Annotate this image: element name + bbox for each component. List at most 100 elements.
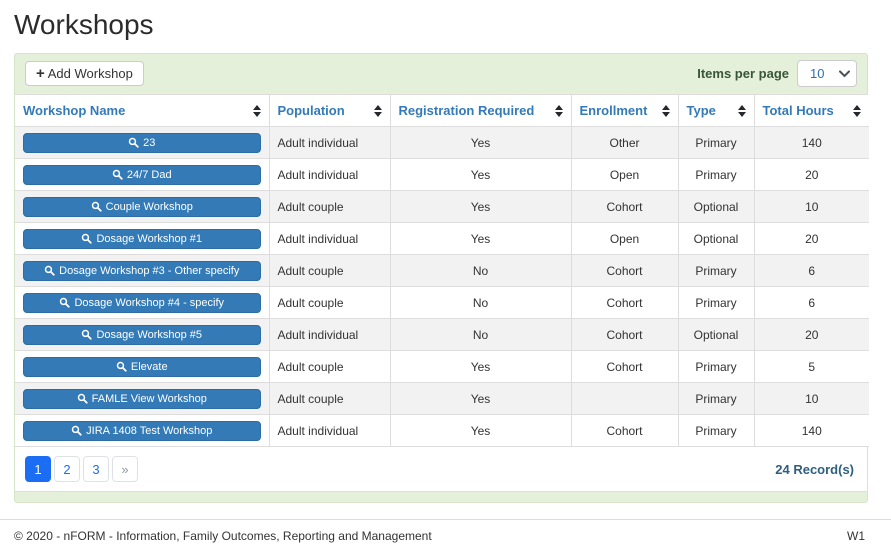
table-header-row: Workshop Name Population Registration Re…	[15, 94, 869, 128]
population-cell: Adult couple	[268, 350, 391, 384]
footer: © 2020 - nFORM - Information, Family Out…	[0, 520, 891, 543]
workshop-name-label: Dosage Workshop #3 - Other specify	[59, 264, 240, 277]
page-link-next[interactable]: »	[112, 456, 138, 483]
registration-required-cell: Yes	[389, 350, 572, 384]
magnifier-icon	[116, 362, 127, 372]
magnifier-icon	[44, 266, 55, 276]
workshop-detail-button[interactable]: FAMLE View Workshop	[23, 388, 261, 409]
type-cell: Primary	[677, 350, 755, 384]
add-workshop-label: Add Workshop	[47, 66, 133, 82]
items-per-page-select-wrap: 10	[797, 60, 857, 88]
population-cell: Adult couple	[268, 190, 391, 224]
total-hours-cell: 6	[753, 286, 869, 320]
magnifier-icon	[77, 394, 88, 404]
workshop-name-label: Dosage Workshop #5	[96, 328, 203, 341]
column-header-enrollment[interactable]: Enrollment	[570, 94, 679, 128]
items-per-page-label: Items per page	[697, 66, 789, 82]
table-row: FAMLE View Workshop Adult couple Yes Pri…	[15, 382, 869, 416]
workshop-detail-button[interactable]: Dosage Workshop #5	[23, 324, 261, 345]
column-header-workshop-name[interactable]: Workshop Name	[15, 94, 270, 128]
registration-required-cell: Yes	[389, 126, 572, 160]
sort-icon	[373, 104, 382, 117]
enrollment-cell: Cohort	[570, 286, 679, 320]
magnifier-icon	[82, 330, 93, 340]
workshop-detail-button[interactable]: Couple Workshop	[23, 196, 261, 217]
footer-version: W1	[847, 529, 865, 544]
workshop-detail-button[interactable]: Elevate	[23, 356, 261, 377]
table-row: Dosage Workshop #3 - Other specify Adult…	[15, 254, 869, 288]
workshop-name-label: 23	[143, 136, 156, 149]
page-link-1[interactable]: 1	[25, 456, 51, 483]
workshops-table: Workshop Name Population Registration Re…	[15, 94, 869, 448]
enrollment-cell: Cohort	[570, 414, 679, 448]
population-cell: Adult individual	[268, 126, 391, 160]
items-per-page: Items per page 10	[697, 60, 857, 88]
page-link-2[interactable]: 2	[54, 456, 80, 483]
pagination-band: 1 2 3» 24 Record(s)	[15, 447, 867, 493]
magnifier-icon	[60, 298, 71, 308]
enrollment-cell: Cohort	[570, 318, 679, 352]
workshops-table-wrap: Workshop Name Population Registration Re…	[15, 93, 869, 493]
pagination: 1 2 3»	[25, 456, 138, 483]
registration-required-cell: No	[389, 318, 572, 352]
population-cell: Adult couple	[268, 382, 391, 416]
table-row: Dosage Workshop #1 Adult individual Yes …	[15, 222, 869, 256]
magnifier-icon	[112, 170, 123, 180]
total-hours-cell: 6	[753, 254, 869, 288]
enrollment-cell	[570, 382, 679, 416]
total-hours-cell: 20	[753, 158, 869, 192]
column-header-registration-required[interactable]: Registration Required	[389, 94, 572, 128]
enrollment-cell: Open	[570, 222, 679, 256]
plus-icon: +	[36, 65, 45, 83]
items-per-page-select[interactable]: 10	[797, 60, 857, 88]
total-hours-cell: 20	[753, 318, 869, 352]
table-row: Elevate Adult couple Yes Cohort Primary …	[15, 350, 869, 384]
records-count: 24 Record(s)	[775, 461, 854, 477]
table-row: Couple Workshop Adult couple Yes Cohort …	[15, 190, 869, 224]
type-cell: Optional	[677, 222, 755, 256]
workshop-name-label: FAMLE View Workshop	[91, 392, 207, 405]
toolbar: + Add Workshop Items per page 10	[15, 54, 867, 94]
workshop-detail-button[interactable]: Dosage Workshop #4 - specify	[23, 292, 261, 313]
workshop-detail-button[interactable]: 23	[23, 132, 261, 153]
population-cell: Adult individual	[268, 414, 391, 448]
total-hours-cell: 10	[753, 190, 869, 224]
table-row: Dosage Workshop #4 - specify Adult coupl…	[15, 286, 869, 320]
type-cell: Optional	[677, 318, 755, 352]
table-row: JIRA 1408 Test Workshop Adult individual…	[15, 414, 869, 448]
registration-required-cell: No	[389, 254, 572, 288]
workshop-detail-button[interactable]: JIRA 1408 Test Workshop	[23, 420, 261, 441]
total-hours-cell: 5	[753, 350, 869, 384]
workshop-name-label: Elevate	[130, 360, 168, 373]
sort-icon	[554, 104, 563, 117]
workshop-name-label: Dosage Workshop #1	[96, 232, 203, 245]
workshop-detail-button[interactable]: Dosage Workshop #3 - Other specify	[23, 260, 261, 281]
column-header-type[interactable]: Type	[677, 94, 755, 128]
add-workshop-button[interactable]: + Add Workshop	[25, 61, 144, 87]
workshop-detail-button[interactable]: Dosage Workshop #1	[23, 228, 261, 249]
page-link-3[interactable]: 3	[83, 456, 109, 483]
sort-icon	[661, 104, 670, 117]
enrollment-cell: Open	[570, 158, 679, 192]
workshop-name-label: 24/7 Dad	[126, 168, 172, 181]
registration-required-cell: Yes	[389, 222, 572, 256]
enrollment-cell: Cohort	[570, 254, 679, 288]
sort-icon	[737, 104, 746, 117]
column-header-total-hours[interactable]: Total Hours	[753, 94, 869, 128]
magnifier-icon	[128, 138, 139, 148]
workshop-detail-button[interactable]: 24/7 Dad	[23, 164, 261, 185]
enrollment-cell: Other	[570, 126, 679, 160]
table-row: 24/7 Dad Adult individual Yes Open Prima…	[15, 158, 869, 192]
population-cell: Adult individual	[268, 158, 391, 192]
enrollment-cell: Cohort	[570, 190, 679, 224]
magnifier-icon	[91, 202, 102, 212]
table-body: 23 Adult individual Yes Other Primary 14…	[15, 126, 869, 448]
column-header-population[interactable]: Population	[268, 94, 391, 128]
sort-icon	[252, 104, 261, 117]
registration-required-cell: Yes	[389, 382, 572, 416]
workshop-name-label: Couple Workshop	[105, 200, 193, 213]
magnifier-icon	[71, 426, 82, 436]
footer-divider	[0, 519, 891, 521]
page-content: Workshops + Add Workshop Items per page …	[14, 9, 869, 504]
page-title: Workshops	[14, 9, 154, 40]
